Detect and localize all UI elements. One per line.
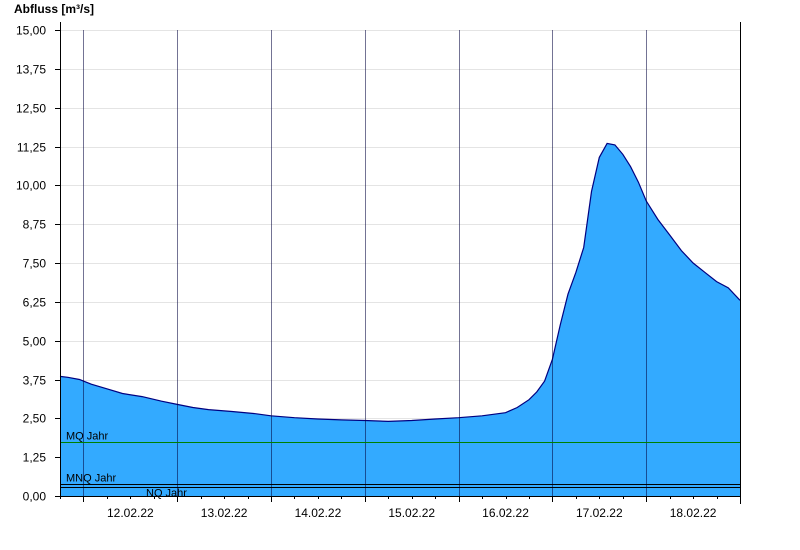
y-axis-label: Abfluss [m³/s]	[14, 2, 94, 16]
discharge-area	[60, 143, 740, 496]
y-tick-label: 5,00	[23, 335, 47, 349]
y-tick-label: 6,25	[23, 296, 47, 310]
reference-lines: MQ Jahr MNQ Jahr NQ Jahr	[60, 431, 740, 500]
x-tick-label: 16.02.22	[482, 506, 529, 520]
y-tick-label: 13,75	[16, 63, 46, 77]
y-tick-label: 3,75	[23, 374, 47, 388]
x-tick-label: 14.02.22	[295, 506, 342, 520]
x-tick-label: 13.02.22	[201, 506, 248, 520]
x-tick-label: 12.02.22	[107, 506, 154, 520]
x-tick-label: 15.02.22	[388, 506, 435, 520]
y-tick-label: 15,00	[16, 24, 46, 38]
y-tick-label: 11,25	[17, 141, 46, 155]
y-tick-label: 12,50	[16, 102, 46, 116]
axes: 0,00 1,25 2,50 3,75 5,00 6,25 7,50 8,75 10,00 11,…	[16, 22, 741, 520]
reference-line-label: MNQ Jahr	[66, 473, 116, 485]
y-tick-label: 2,50	[23, 412, 47, 426]
x-tick-label: 17.02.22	[576, 506, 623, 520]
plot-area	[59, 30, 741, 496]
y-tick-label: 7,50	[23, 257, 47, 271]
reference-line-label: NQ Jahr	[146, 488, 187, 500]
y-tick-label: 10,00	[16, 179, 46, 193]
reference-line-label: MQ Jahr	[66, 431, 109, 443]
y-tick-label: 8,75	[23, 218, 47, 232]
y-tick-label: 0,00	[23, 490, 47, 504]
x-tick-label: 18.02.22	[670, 506, 717, 520]
y-tick-label: 1,25	[23, 451, 47, 465]
